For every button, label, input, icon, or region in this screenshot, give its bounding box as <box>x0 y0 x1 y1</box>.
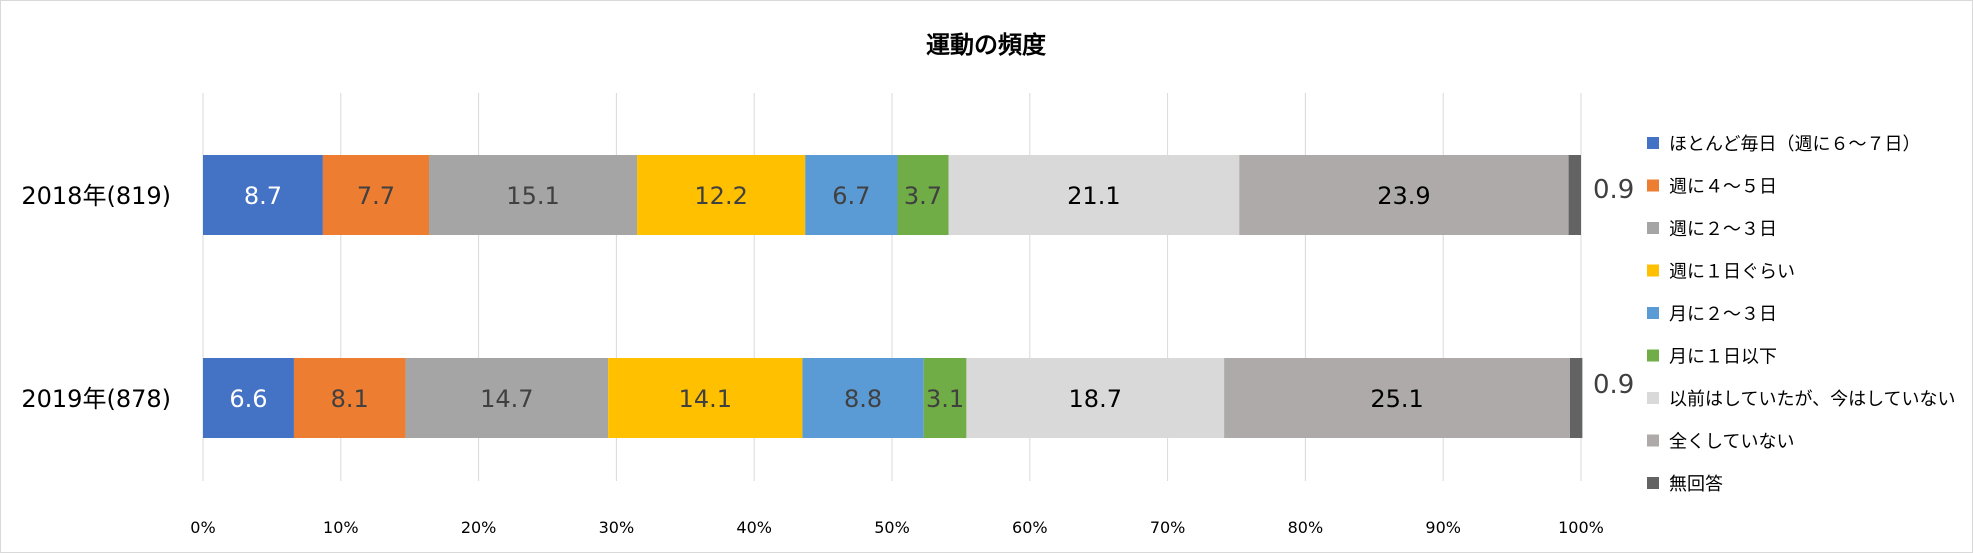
category-label: 2019年(878) <box>21 385 171 413</box>
legend-swatch <box>1647 477 1659 489</box>
x-tick-label: 90% <box>1425 518 1461 537</box>
legend-swatch <box>1647 264 1659 277</box>
bar-segment <box>805 155 898 235</box>
chart-title: 運動の頻度 <box>926 31 1047 59</box>
bar-segment <box>608 358 803 438</box>
bar-segment <box>966 358 1225 438</box>
x-tick-label: 50% <box>874 518 910 537</box>
legend-label: 月に２～３日 <box>1669 304 1777 325</box>
x-tick-label: 40% <box>736 518 772 537</box>
data-label: 0.9 <box>1593 175 1634 205</box>
data-label: 8.7 <box>244 182 282 210</box>
bar-segment <box>637 155 806 235</box>
bar-segment <box>293 358 406 438</box>
data-labels: 8.7 7.7 15.1 12.2 6.7 3.7 21.1 23.9 0.9 6.6 8.1 14.… <box>229 175 1634 413</box>
bar-segment <box>405 358 609 438</box>
bar-segment <box>948 155 1240 235</box>
data-label: 7.7 <box>357 182 395 210</box>
bar-segment <box>428 155 638 235</box>
data-label: 8.1 <box>331 385 369 413</box>
legend-swatch <box>1647 307 1659 319</box>
bar-segment <box>203 358 294 438</box>
x-tick-label: 60% <box>1012 518 1048 537</box>
legend-swatch <box>1647 222 1659 234</box>
legend-swatch <box>1647 392 1659 404</box>
data-label: 14.7 <box>480 385 533 413</box>
data-label: 8.8 <box>844 385 882 413</box>
legend-swatch <box>1647 137 1659 149</box>
x-tick-label: 0% <box>190 518 215 537</box>
bar-segment <box>322 155 429 235</box>
legend-label: 月に１日以下 <box>1669 347 1777 368</box>
legend: ほとんど毎日（週に６～７日） 週に４～５日週に２～３日週に１日ぐらい月に２～３日月… <box>1647 134 1956 495</box>
legend-swatch <box>1647 349 1659 362</box>
x-tick-label: 30% <box>599 518 635 537</box>
legend-swatch <box>1647 434 1659 447</box>
bar-segments <box>203 155 1583 438</box>
data-label: 15.1 <box>506 182 559 210</box>
bar-segment <box>897 155 949 235</box>
x-tick-label: 100% <box>1558 518 1604 537</box>
legend-label: 週に４～５日 <box>1669 177 1777 198</box>
x-axis-tick-labels: 0% 10% 20% 30% 40% 50% 60% 70% 80% 90% 100% <box>190 518 1604 537</box>
data-label: 12.2 <box>694 182 747 210</box>
data-label: 0.9 <box>1593 370 1634 400</box>
legend-label: 無回答 <box>1669 474 1723 495</box>
data-label: 23.9 <box>1377 182 1430 210</box>
legend-label: 以前はしていたが、今はしていない <box>1669 389 1956 410</box>
data-label: 18.7 <box>1069 385 1122 413</box>
data-label: 21.1 <box>1067 182 1120 210</box>
legend-swatch <box>1647 179 1659 192</box>
x-tick-label: 10% <box>323 518 359 537</box>
category-label: 2018年(819) <box>21 182 171 210</box>
legend-label: 全くしていない <box>1669 432 1794 453</box>
legend-label: 週に１日ぐらい <box>1669 262 1795 283</box>
x-tick-label: 20% <box>461 518 497 537</box>
bar-segment <box>923 358 967 438</box>
bar-segment <box>1239 155 1569 235</box>
bar-segment <box>1568 155 1581 235</box>
bar-segment <box>203 155 323 235</box>
bar-segment <box>1224 358 1570 438</box>
data-label: 6.7 <box>832 182 870 210</box>
legend-label: ほとんど毎日（週に６～７日） <box>1669 134 1920 155</box>
bar-segment <box>802 358 924 438</box>
category-labels: 2018年(819) 2019年(878) <box>21 182 171 413</box>
legend-label: 週に２～３日 <box>1669 219 1777 240</box>
data-label: 3.1 <box>926 385 964 413</box>
bar-segment <box>1569 358 1583 438</box>
data-label: 25.1 <box>1370 385 1423 413</box>
data-label: 3.7 <box>904 182 942 210</box>
data-label: 6.6 <box>229 385 267 413</box>
x-tick-label: 70% <box>1150 518 1186 537</box>
data-label: 14.1 <box>679 385 732 413</box>
x-tick-label: 80% <box>1288 518 1324 537</box>
